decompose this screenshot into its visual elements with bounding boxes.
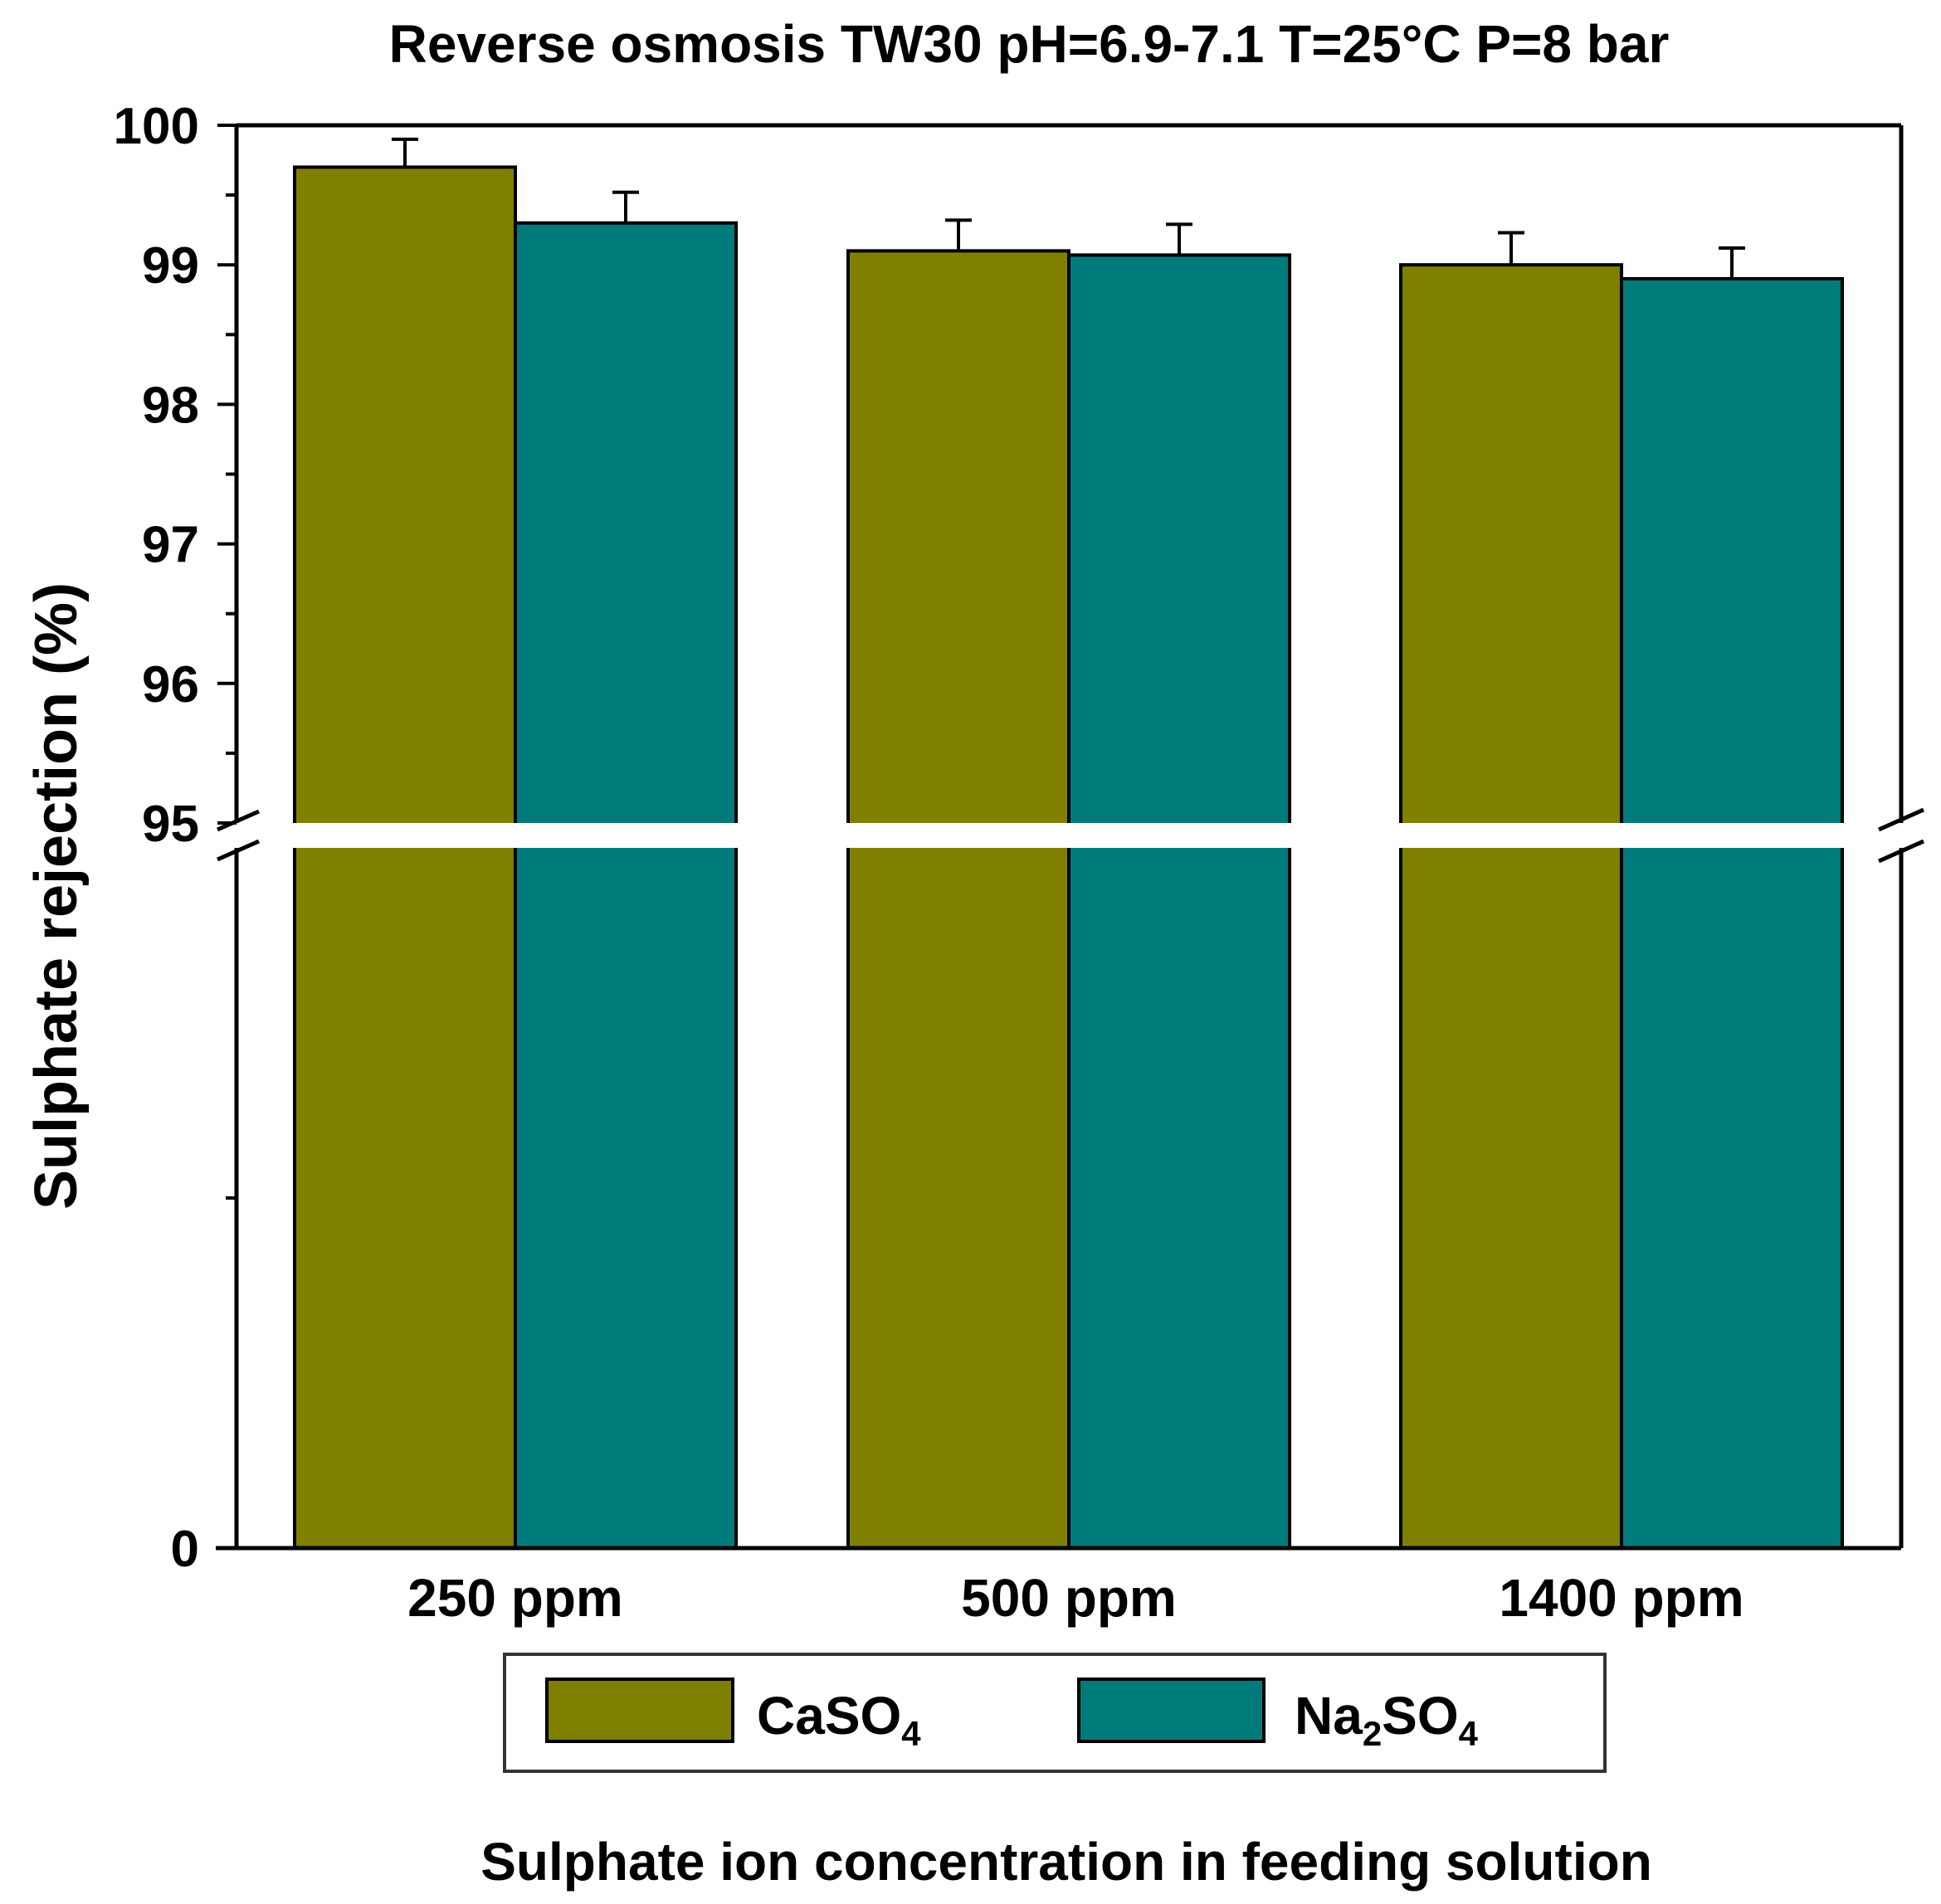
bars-layer [293, 165, 1844, 1551]
x-axis-label: Sulphate ion concentration in feeding so… [480, 1832, 1652, 1892]
legend: CaSO4 Na2SO4 [503, 1653, 1607, 1773]
legend-swatch-na2so4 [1077, 1678, 1266, 1743]
y-tick-label-95: 95 [142, 796, 199, 853]
bar-na2so4-0 [514, 221, 738, 1550]
legend-na2so4-sub-2: 2 [1363, 1714, 1382, 1753]
legend-na2so4-na: Na [1295, 1686, 1363, 1746]
y-tick-label-96: 96 [142, 656, 199, 713]
legend-label-na2so4: Na2SO4 [1295, 1686, 1479, 1753]
chart-title: Reverse osmosis TW30 pH=6.9-7.1 T=25°C P… [389, 14, 1670, 74]
legend-na2so4-sub-4: 4 [1459, 1714, 1479, 1753]
x-tick-label-1: 500 ppm [961, 1568, 1177, 1628]
y-axis-ticks [217, 124, 237, 1550]
x-axis-tick-labels: 250 ppm 500 ppm 1400 ppm [407, 1568, 1743, 1628]
x-tick-label-2: 1400 ppm [1499, 1568, 1743, 1628]
bar-caso4-2 [1399, 263, 1623, 1551]
legend-na2so4-so: SO [1382, 1686, 1458, 1746]
axis-break-gap [224, 823, 1909, 848]
y-tick-label-0: 0 [171, 1521, 199, 1578]
break-mark-left-1 [216, 809, 261, 832]
y-tick-label-98: 98 [142, 377, 199, 434]
y-tick-label-97: 97 [142, 517, 199, 574]
error-bars-layer [392, 137, 1745, 280]
y-tick-label-100: 100 [114, 98, 199, 155]
legend-swatch-caso4 [545, 1678, 734, 1743]
bar-caso4-1 [846, 249, 1070, 1550]
y-axis-label: Sulphate rejection (%) [23, 582, 90, 1210]
bar-na2so4-1 [1067, 253, 1291, 1550]
y-tick-label-99: 99 [142, 237, 199, 295]
break-mark-right-2 [1877, 839, 1925, 864]
axis-break-marks [216, 807, 1925, 864]
break-mark-right-1 [1877, 807, 1925, 832]
legend-caso4-sub: 4 [901, 1714, 921, 1753]
y-axis-tick-labels: 0 95 96 97 98 99 100 [114, 98, 199, 1578]
legend-caso4-base: CaSO [757, 1686, 901, 1746]
bar-na2so4-2 [1620, 277, 1844, 1550]
legend-label-caso4: CaSO4 [757, 1686, 921, 1753]
x-tick-label-0: 250 ppm [407, 1568, 623, 1628]
bar-caso4-0 [293, 165, 517, 1551]
break-mark-left-2 [216, 839, 261, 862]
